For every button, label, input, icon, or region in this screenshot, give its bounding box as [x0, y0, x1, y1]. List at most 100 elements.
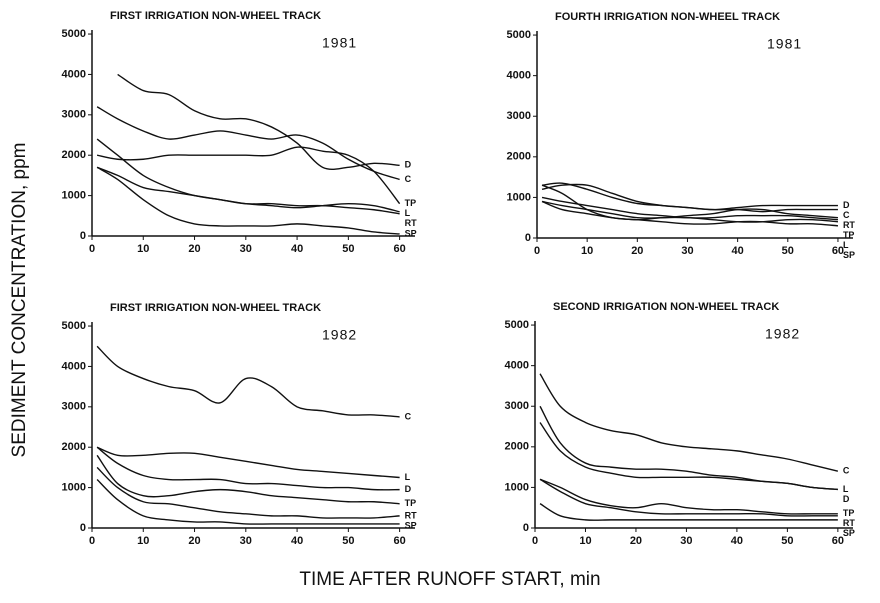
y-tick-label: 3000 — [62, 109, 86, 121]
series-label: RT — [843, 220, 855, 230]
series-label: C — [843, 210, 850, 220]
x-tick-label: 30 — [680, 535, 692, 547]
x-axis-label: TIME AFTER RUNOFF START, min — [299, 569, 600, 590]
y-tick-label: 4000 — [507, 70, 531, 82]
y-axis-label: SEDIMENT CONCENTRATION, ppm — [9, 143, 30, 458]
y-tick-label: 2000 — [62, 149, 86, 161]
y-tick-label: 0 — [80, 230, 86, 242]
series-line — [96, 138, 400, 215]
x-tick-label: 0 — [89, 535, 95, 547]
series-label: RT — [405, 510, 417, 520]
series-label: L — [405, 472, 411, 482]
series-line — [96, 446, 400, 479]
y-tick-label: 1000 — [62, 482, 86, 494]
series-line — [539, 373, 839, 472]
series-line — [117, 73, 400, 170]
series-line — [96, 106, 400, 181]
series-label: SP — [843, 528, 855, 538]
panel-title: FIRST IRRIGATION NON-WHEEL TRACK — [110, 10, 321, 22]
y-tick-label: 4000 — [505, 360, 529, 372]
year-annotation: 1981 — [767, 36, 802, 52]
panel-title: SECOND IRRIGATION NON-WHEEL TRACK — [553, 301, 779, 313]
x-tick-label: 30 — [681, 245, 693, 257]
y-tick-label: 0 — [80, 522, 86, 534]
x-tick-label: 50 — [781, 535, 793, 547]
y-tick-label: 5000 — [62, 320, 86, 332]
x-tick-label: 30 — [240, 243, 252, 255]
series-label: D — [405, 160, 412, 170]
y-tick-label: 3000 — [505, 400, 529, 412]
series-line — [96, 166, 400, 213]
y-tick-label: 4000 — [62, 68, 86, 80]
series-label: TP — [405, 498, 417, 508]
series-label: C — [843, 466, 850, 476]
x-tick-label: 40 — [291, 243, 303, 255]
x-tick-label: 50 — [342, 243, 354, 255]
x-tick-label: 0 — [534, 245, 540, 257]
y-tick-label: 0 — [525, 232, 531, 244]
series-line — [96, 166, 400, 235]
series-line — [539, 503, 838, 521]
x-tick-label: 50 — [342, 535, 354, 547]
series-line — [96, 454, 400, 505]
x-tick-label: 10 — [579, 535, 591, 547]
series-label: C — [405, 411, 412, 421]
series-line — [96, 479, 400, 525]
x-tick-label: 20 — [631, 245, 643, 257]
series-line — [539, 478, 838, 517]
x-tick-label: 40 — [732, 245, 744, 257]
series-label: D — [405, 484, 412, 494]
series-line — [96, 466, 400, 519]
y-tick-label: 2000 — [507, 151, 531, 163]
y-tick-label: 5000 — [507, 29, 531, 41]
series-label: TP — [843, 508, 855, 518]
x-tick-label: 0 — [532, 535, 538, 547]
year-annotation: 1981 — [322, 35, 357, 51]
panel-title: FIRST IRRIGATION NON-WHEEL TRACK — [110, 302, 321, 314]
x-tick-label: 10 — [137, 243, 149, 255]
x-tick-label: 60 — [832, 535, 844, 547]
series-line — [96, 146, 401, 205]
x-tick-label: 60 — [393, 535, 405, 547]
series-label: SP — [405, 228, 417, 238]
series-line — [96, 446, 400, 491]
series-label: RT — [843, 518, 855, 528]
panel-title: FOURTH IRRIGATION NON-WHEEL TRACK — [555, 11, 780, 23]
series-label: C — [405, 174, 412, 184]
series-line — [541, 183, 838, 213]
x-tick-label: 50 — [782, 245, 794, 257]
series-label: TP — [405, 198, 417, 208]
series-label: RT — [405, 218, 417, 228]
x-tick-label: 40 — [291, 535, 303, 547]
y-tick-label: 5000 — [505, 319, 529, 331]
series-label: D — [843, 494, 850, 504]
x-tick-label: 20 — [630, 535, 642, 547]
y-tick-label: 1000 — [505, 481, 529, 493]
y-tick-label: 1000 — [62, 190, 86, 202]
series-label: D — [843, 200, 850, 210]
series-line — [541, 200, 839, 223]
year-annotation: 1982 — [322, 327, 357, 343]
series-label: TP — [843, 230, 855, 240]
series-line — [541, 184, 839, 227]
series-line — [539, 478, 838, 515]
y-tick-label: 3000 — [62, 401, 86, 413]
y-tick-label: 3000 — [507, 110, 531, 122]
x-tick-label: 40 — [731, 535, 743, 547]
x-tick-label: 60 — [832, 245, 844, 257]
y-tick-label: 4000 — [62, 360, 86, 372]
series-line — [539, 422, 838, 491]
series-line — [96, 345, 400, 418]
x-tick-label: 30 — [240, 535, 252, 547]
x-tick-label: 20 — [188, 535, 200, 547]
series-label: L — [405, 208, 411, 218]
x-tick-label: 10 — [581, 245, 593, 257]
series-label: L — [843, 240, 849, 250]
x-tick-label: 60 — [393, 243, 405, 255]
y-tick-label: 2000 — [505, 441, 529, 453]
x-tick-label: 20 — [188, 243, 200, 255]
series-label: SP — [405, 520, 417, 530]
series-label: SP — [843, 250, 855, 260]
y-tick-label: 1000 — [507, 191, 531, 203]
